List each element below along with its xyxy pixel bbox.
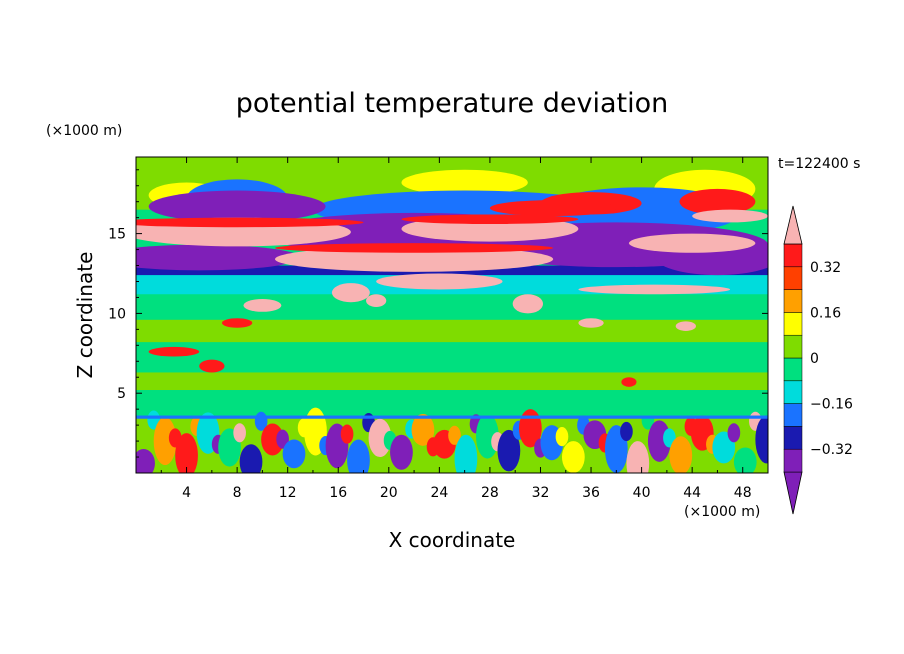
mid-pink-blob bbox=[331, 283, 370, 303]
plot-area bbox=[136, 157, 784, 473]
turbulence-blob bbox=[561, 441, 585, 473]
pink-wave bbox=[628, 233, 756, 253]
x-tick-label: 24 bbox=[430, 485, 448, 501]
mid-red-blob bbox=[199, 359, 225, 373]
band-lime-low bbox=[136, 372, 768, 391]
x-tick-label: 16 bbox=[329, 485, 347, 501]
colorbar-segment bbox=[783, 448, 803, 473]
mid-pink-blob bbox=[366, 294, 387, 308]
colorbar-upper-triangle bbox=[783, 205, 803, 245]
pink-wave bbox=[376, 273, 503, 290]
turbulence-blob bbox=[175, 433, 198, 473]
x-tick-label: 28 bbox=[481, 485, 499, 501]
colorbar: −0.32 −0.16 0 0.16 0.32 bbox=[783, 205, 853, 515]
purple-wave bbox=[148, 190, 326, 223]
colorbar-segment bbox=[783, 243, 803, 268]
turbulence-blob bbox=[669, 436, 693, 473]
colorbar-tick-label: 0.16 bbox=[810, 305, 841, 321]
red-edge bbox=[401, 214, 579, 225]
turbulence-blob bbox=[727, 423, 741, 443]
turbulence-blob bbox=[340, 424, 354, 444]
x-tick-label: 12 bbox=[279, 485, 297, 501]
turbulence-blob bbox=[626, 441, 650, 473]
pink-wave bbox=[578, 284, 731, 295]
pink-wave bbox=[275, 246, 554, 272]
upper-red-patch bbox=[679, 188, 756, 215]
y-axis-label: Z coordinate bbox=[73, 252, 97, 379]
turbulence-blob bbox=[411, 413, 435, 446]
x-axis-unit: (×1000 m) bbox=[684, 504, 760, 520]
colorbar-segment bbox=[783, 266, 803, 290]
turbulence-blob bbox=[647, 420, 671, 462]
contour-field bbox=[136, 157, 784, 473]
colorbar-segment bbox=[783, 289, 803, 313]
y-tick-label: 10 bbox=[108, 306, 126, 322]
mid-red-blob bbox=[148, 346, 200, 357]
turbulence-blob bbox=[347, 439, 370, 473]
colorbar-tick-label: 0.32 bbox=[810, 260, 841, 276]
colorbar-segment bbox=[783, 312, 803, 336]
mid-pink-blob bbox=[578, 318, 604, 328]
x-tick-label: 4 bbox=[182, 485, 191, 501]
turbulence-blob bbox=[136, 449, 155, 473]
upper-yellow-patch bbox=[401, 169, 528, 196]
colorbar-lower-triangle bbox=[783, 471, 803, 515]
x-tick-label: 40 bbox=[633, 485, 651, 501]
y-axis-unit: (×1000 m) bbox=[46, 123, 122, 139]
turbulence-blob bbox=[497, 429, 521, 472]
y-tick-label: 15 bbox=[108, 227, 126, 243]
x-axis-label: X coordinate bbox=[389, 528, 516, 552]
mid-pink-blob bbox=[243, 299, 282, 312]
turbulence-blob bbox=[282, 439, 306, 469]
colorbar-segment bbox=[783, 357, 803, 382]
time-label: t=122400 s bbox=[778, 156, 860, 172]
x-tick-label: 36 bbox=[582, 485, 600, 501]
turbulence-blob bbox=[755, 415, 768, 464]
turbulence-blob bbox=[233, 423, 246, 443]
turbulence-blob bbox=[620, 421, 633, 442]
red-edge bbox=[275, 243, 554, 253]
turbulence-blob bbox=[368, 418, 392, 458]
boundary-layer-top bbox=[136, 415, 768, 419]
colorbar-tick-label: 0 bbox=[810, 351, 819, 367]
turbulence-blob bbox=[261, 423, 284, 456]
turbulence-blob bbox=[733, 447, 757, 473]
x-axis: 4 8 12 16 20 24 28 32 36 40 44 48 bbox=[160, 157, 752, 501]
red-edge bbox=[136, 217, 364, 228]
band-mid-neutral bbox=[136, 281, 768, 418]
x-tick-label: 20 bbox=[380, 485, 398, 501]
band-lime-mid bbox=[136, 319, 768, 343]
turbulence-blob bbox=[390, 434, 413, 470]
turbulence-blob bbox=[555, 427, 569, 447]
mid-pink-blob bbox=[675, 321, 696, 331]
colorbar-tick-label: −0.16 bbox=[810, 397, 853, 413]
x-tick-label: 48 bbox=[734, 485, 752, 501]
y-axis: 5 10 15 bbox=[108, 169, 768, 458]
colorbar-tick-label: −0.32 bbox=[810, 442, 853, 458]
turbulence-blob bbox=[239, 444, 263, 473]
pink-wave bbox=[692, 209, 768, 223]
turbulence-blob bbox=[153, 417, 177, 466]
purple-wave bbox=[136, 244, 301, 271]
colorbar-segment bbox=[783, 334, 803, 359]
plot-frame bbox=[135, 156, 769, 474]
colorbar-segment bbox=[783, 380, 803, 404]
turbulence-blob bbox=[448, 425, 461, 445]
mid-red-blob bbox=[621, 377, 637, 387]
turbulence-blob bbox=[641, 410, 655, 430]
mid-red-blob bbox=[221, 318, 253, 328]
turbulence-blob bbox=[771, 430, 784, 449]
colorbar-segment bbox=[783, 403, 803, 427]
y-tick-label: 5 bbox=[117, 386, 126, 402]
x-tick-label: 8 bbox=[233, 485, 242, 501]
upper-red-patch bbox=[489, 200, 617, 217]
mid-pink-blob bbox=[512, 294, 544, 314]
chart-title: potential temperature deviation bbox=[236, 88, 668, 119]
colorbar-segment bbox=[783, 426, 803, 450]
x-tick-label: 44 bbox=[683, 485, 701, 501]
x-tick-label: 32 bbox=[532, 485, 550, 501]
turbulence-blob bbox=[454, 434, 478, 473]
